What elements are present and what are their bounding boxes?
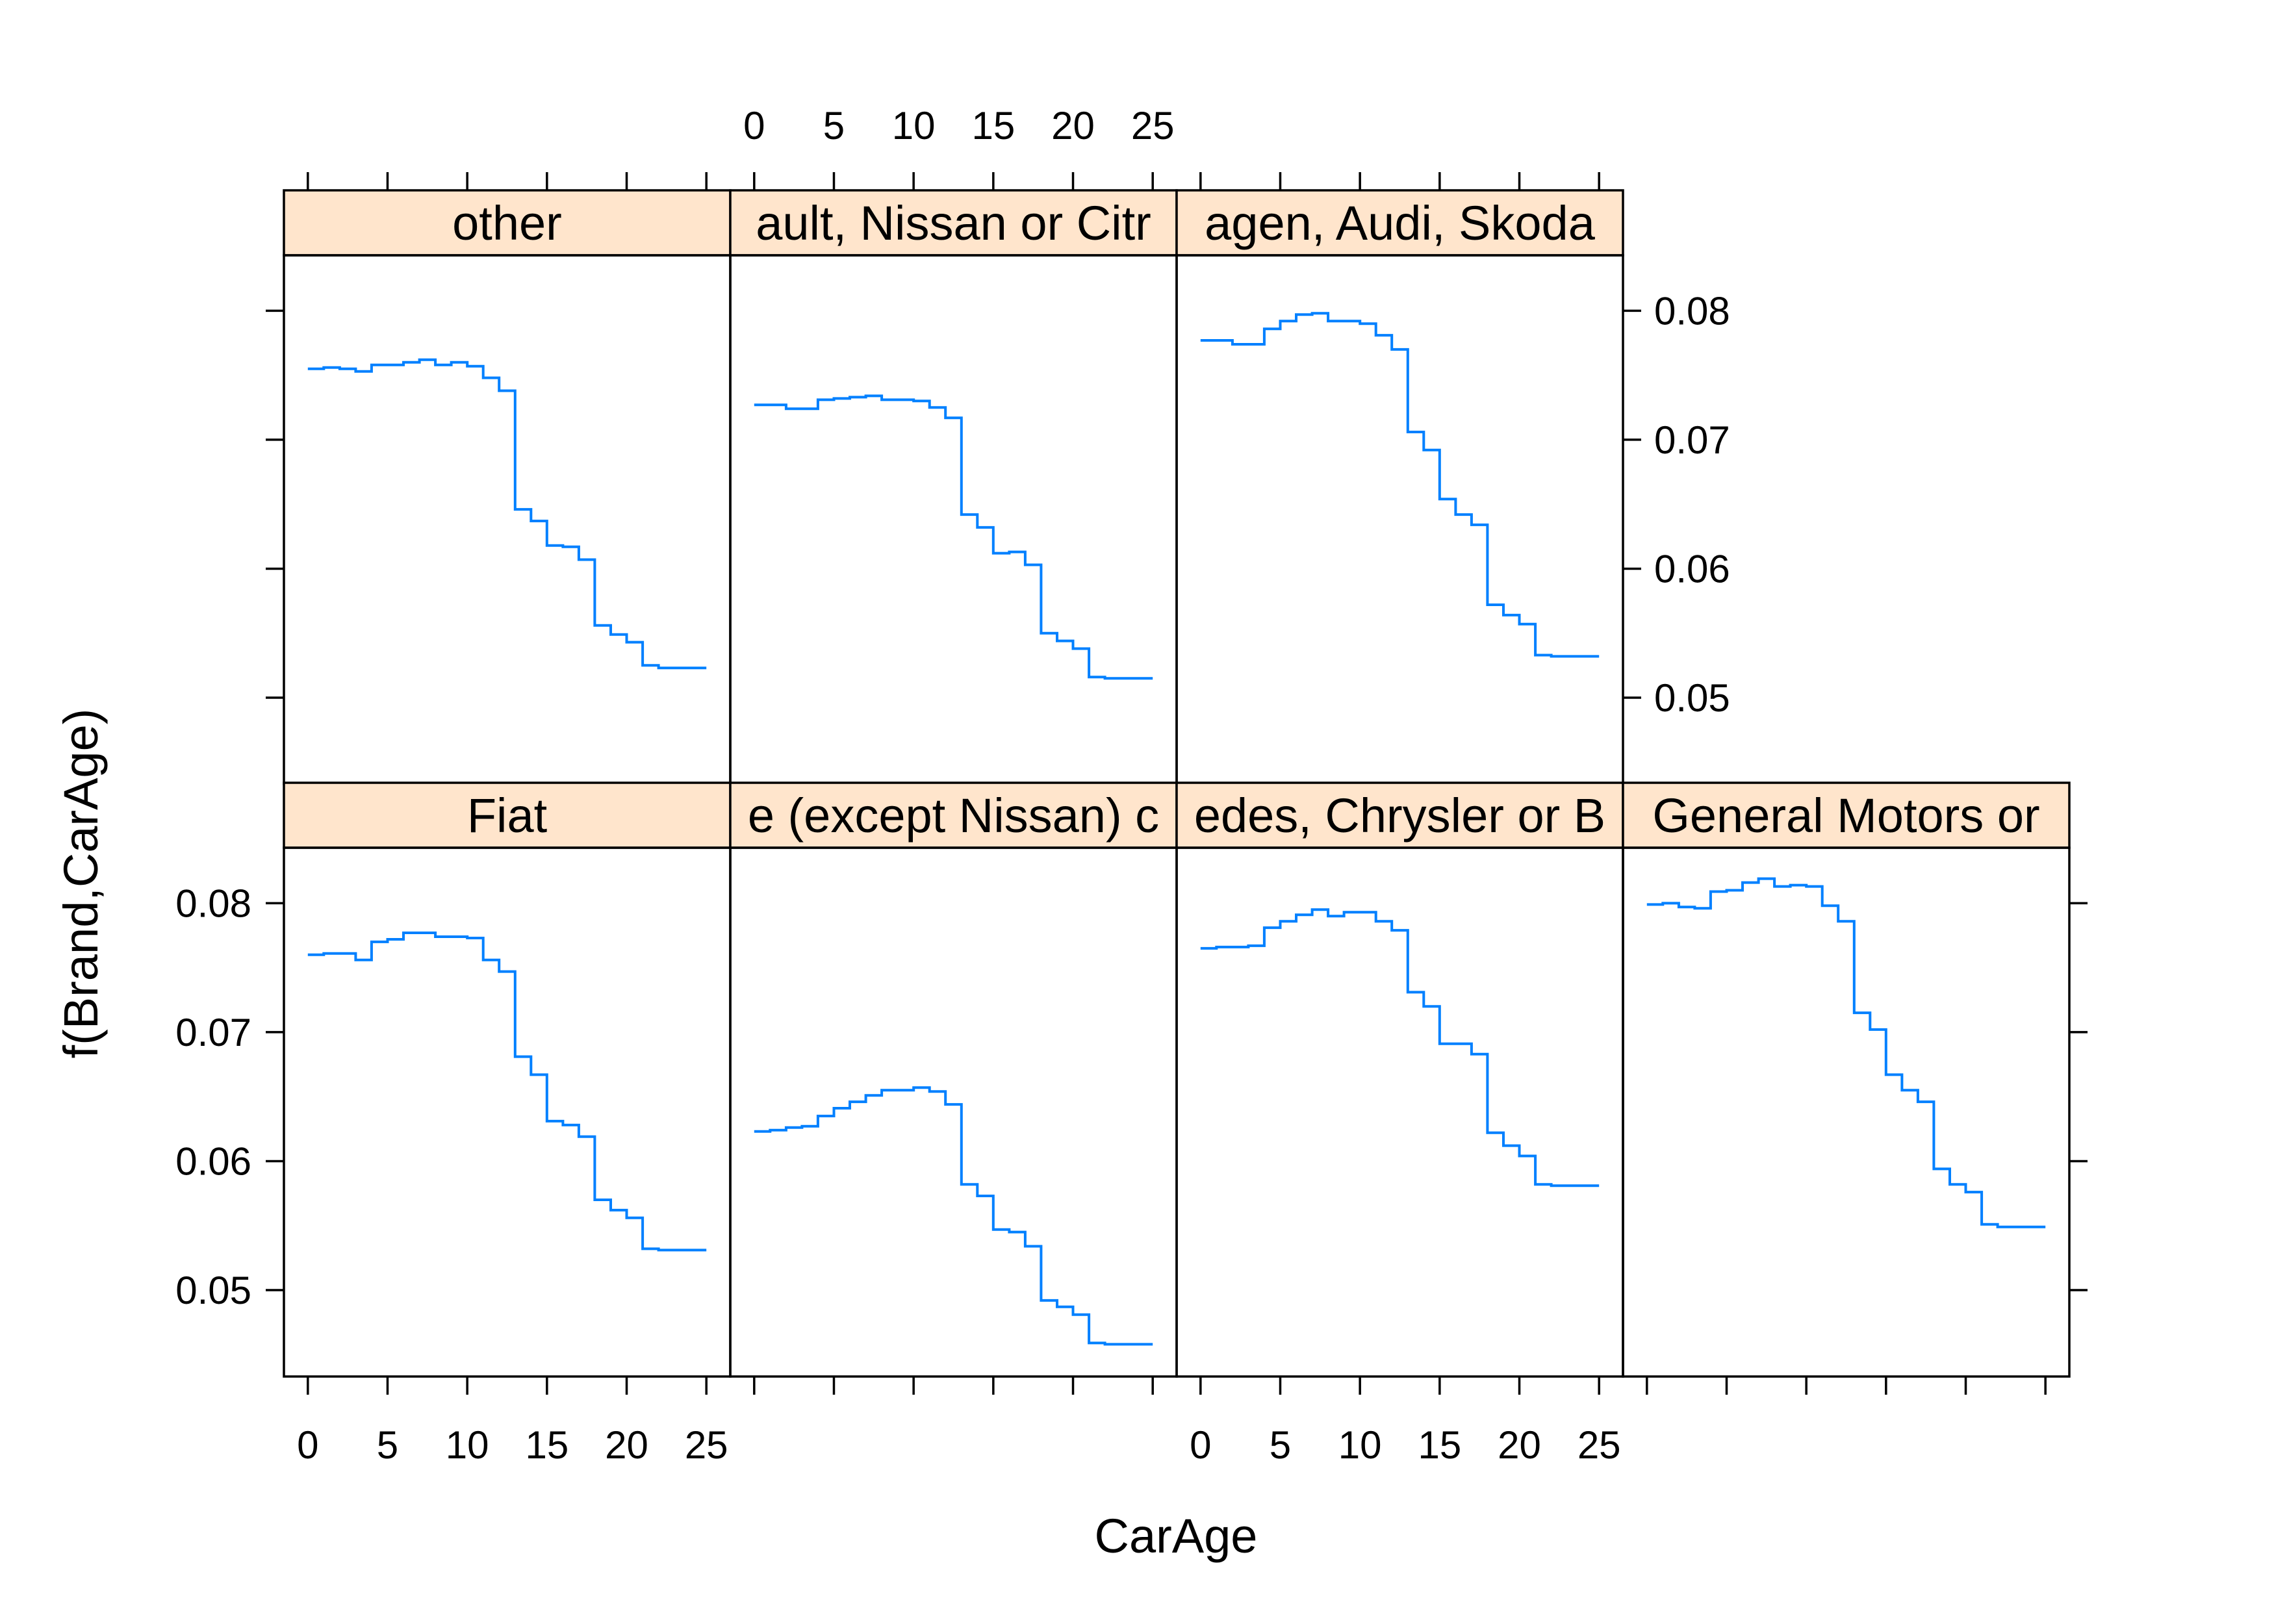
- panel-1: other: [283, 189, 732, 785]
- x-tick-label-bottom-c0-0: 0: [297, 1423, 318, 1467]
- panel-4: Fiat: [283, 781, 732, 1378]
- y-tick-label-left-2: 0.07: [175, 1011, 251, 1054]
- strip-label-7: General Motors or: [1652, 789, 2039, 843]
- panel-frame-2: [729, 254, 1178, 785]
- series-line-4: [307, 932, 707, 1252]
- x-tick-label-bottom-c0-1: 5: [377, 1423, 398, 1467]
- y-tick-label-left-3: 0.08: [175, 882, 251, 925]
- x-tick-label-bottom-c2-2: 10: [1338, 1423, 1382, 1467]
- x-tick-label-bottom-c2-1: 5: [1270, 1423, 1291, 1467]
- panel-frame-1: [283, 254, 732, 785]
- x-tick-label-bottom-c0-4: 20: [605, 1423, 648, 1467]
- x-tick-label-bottom-c2-0: 0: [1190, 1423, 1211, 1467]
- strip-label-3: agen, Audi, Skoda: [1205, 196, 1596, 250]
- y-tick-label-right-1: 0.06: [1654, 547, 1730, 590]
- x-tick-label-top-1: 5: [823, 104, 845, 147]
- x-tick-label-top-5: 25: [1131, 104, 1175, 147]
- series-line-1: [307, 358, 707, 670]
- series-line-2: [754, 394, 1153, 680]
- series-line-6: [1200, 908, 1600, 1187]
- series-line-3: [1200, 312, 1600, 658]
- strip-label-6: edes, Chrysler or B: [1194, 789, 1605, 843]
- x-tick-label-bottom-c0-3: 15: [525, 1423, 568, 1467]
- panel-frame-7: [1622, 846, 2071, 1378]
- panel-frame-4: [283, 846, 732, 1378]
- x-tick-label-bottom-c0-2: 10: [446, 1423, 489, 1467]
- panel-frame-6: [1175, 846, 1624, 1378]
- x-tick-label-top-2: 10: [892, 104, 936, 147]
- strip-3: [1175, 189, 1624, 257]
- y-tick-label-left-1: 0.06: [175, 1139, 251, 1183]
- y-tick-label-right-0: 0.05: [1654, 676, 1730, 720]
- panel-5: e (except Nissan) c: [729, 781, 1178, 1378]
- x-tick-label-top-4: 20: [1051, 104, 1095, 147]
- panel-2: ault, Nissan or Citr: [729, 189, 1178, 785]
- axes-layer: 0 5 10 15 20 25 0 5 10 15 20 25 0 5 10 15 20 25 0.05 0.06 0.…: [175, 104, 2088, 1467]
- strip-2: [729, 189, 1178, 257]
- strip-label-5: e (except Nissan) c: [748, 789, 1159, 843]
- series-line-5: [754, 1086, 1153, 1346]
- y-tick-label-right-2: 0.07: [1654, 418, 1730, 462]
- y-tick-label-left-0: 0.05: [175, 1269, 251, 1312]
- strip-label-4: Fiat: [467, 789, 548, 843]
- panel-frame-3: [1175, 254, 1624, 785]
- panel-6: edes, Chrysler or B: [1175, 781, 1624, 1378]
- y-axis-label: f(Brand,CarAge): [54, 709, 108, 1059]
- strip-label-1: other: [452, 196, 562, 250]
- x-tick-label-bottom-c0-5: 25: [685, 1423, 728, 1467]
- series-line-7: [1646, 877, 2046, 1228]
- x-tick-label-bottom-c2-4: 20: [1498, 1423, 1541, 1467]
- x-tick-label-top-0: 0: [743, 104, 765, 147]
- panels-layer: other ault, Nissan or Citr agen, Audi, Sko…: [283, 189, 2071, 1378]
- strip-1: [283, 189, 732, 257]
- panel-7: General Motors or: [1622, 781, 2071, 1378]
- x-axis-label: CarAge: [1095, 1509, 1258, 1563]
- strip-label-2: ault, Nissan or Citr: [756, 196, 1151, 250]
- x-tick-label-bottom-c2-3: 15: [1418, 1423, 1461, 1467]
- x-tick-label-bottom-c2-5: 25: [1578, 1423, 1621, 1467]
- panel-frame-5: [729, 846, 1178, 1378]
- x-tick-label-top-3: 15: [971, 104, 1015, 147]
- panel-3: agen, Audi, Skoda: [1175, 189, 1624, 785]
- y-tick-label-right-3: 0.08: [1654, 289, 1730, 333]
- strip-6: [1175, 781, 1624, 849]
